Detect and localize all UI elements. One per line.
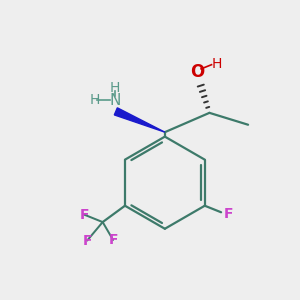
Text: F: F — [80, 208, 89, 222]
Text: F: F — [224, 207, 233, 221]
Text: N: N — [110, 93, 121, 108]
Text: F: F — [82, 233, 92, 248]
Polygon shape — [114, 108, 165, 132]
Text: O: O — [190, 63, 205, 81]
Text: H: H — [110, 81, 120, 95]
Text: F: F — [108, 233, 118, 247]
Text: H: H — [89, 93, 100, 107]
Text: H: H — [212, 57, 222, 71]
